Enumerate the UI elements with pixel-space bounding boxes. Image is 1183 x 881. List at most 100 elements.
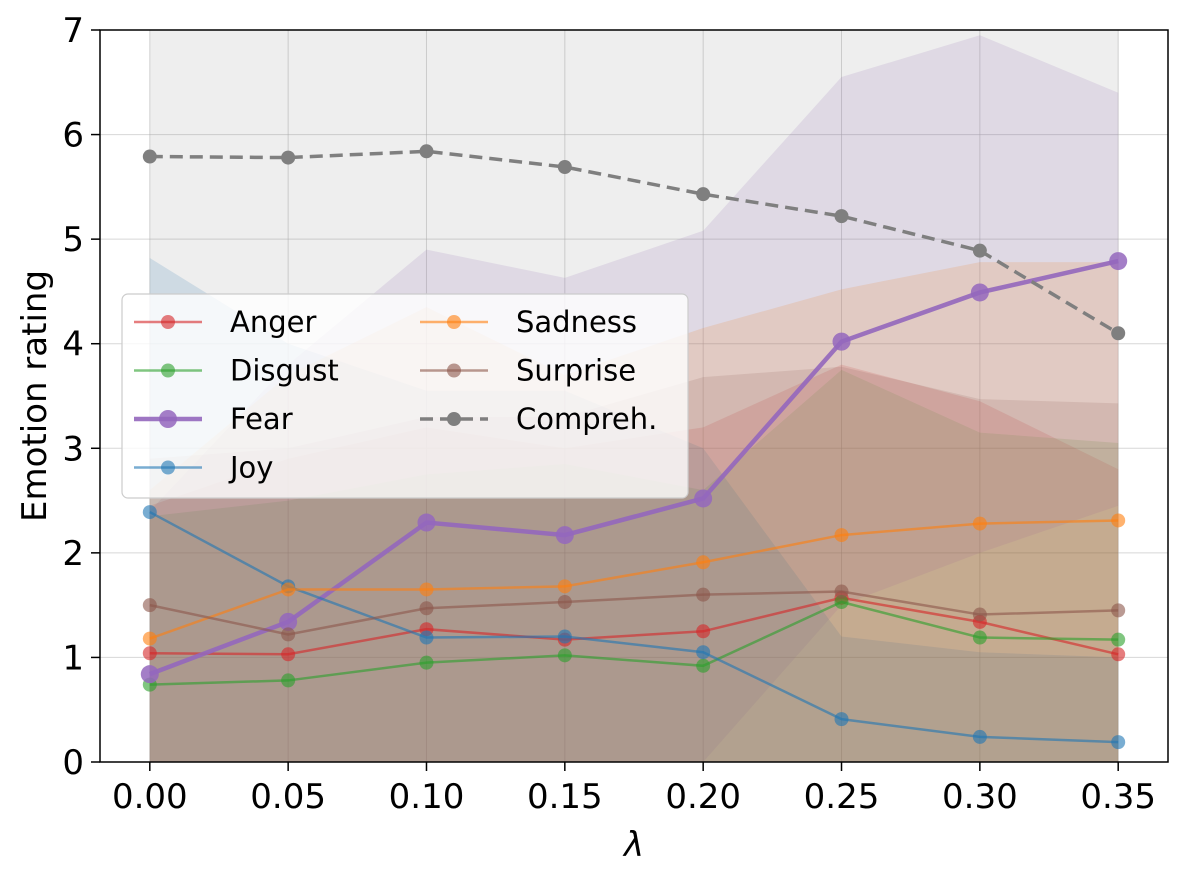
x-tick-label: 0.10 — [389, 777, 465, 817]
point-surprise — [1111, 603, 1126, 618]
point-surprise — [972, 607, 987, 622]
point-joy — [696, 645, 711, 660]
point-joy — [557, 629, 572, 644]
legend: Anger Disgust Fear Joy Sadness Surprise Compre… — [121, 293, 689, 499]
point-anger — [1111, 647, 1126, 662]
point-surprise — [557, 595, 572, 610]
point-fear — [694, 489, 713, 508]
point-compreh — [281, 150, 296, 165]
point-compreh — [419, 144, 434, 159]
point-fear — [555, 526, 574, 545]
legend-entry-sadness: Sadness — [420, 305, 637, 339]
point-compreh — [972, 243, 987, 258]
legend-marker — [447, 363, 461, 378]
point-surprise — [419, 601, 434, 616]
series-lines — [140, 144, 1128, 750]
x-tick-label: 0.20 — [665, 777, 741, 817]
point-sadness — [281, 582, 296, 597]
legend-marker — [161, 460, 175, 475]
legend-marker — [161, 363, 175, 378]
point-surprise — [834, 584, 849, 599]
line-joy — [149, 510, 1119, 744]
legend-label: Surprise — [516, 354, 636, 388]
legend-entry-disgust: Disgust — [134, 354, 339, 388]
point-joy — [1111, 735, 1126, 750]
point-fear — [417, 513, 436, 532]
point-disgust — [696, 658, 711, 673]
point-fear — [970, 283, 989, 302]
point-fear — [832, 332, 851, 351]
point-disgust — [1111, 632, 1126, 647]
legend-entry-compreh: Compreh. — [420, 402, 657, 436]
y-tick-label: 7 — [62, 11, 84, 51]
point-anger — [696, 624, 711, 639]
legend-label: Disgust — [230, 354, 339, 388]
legend-entry-fear: Fear — [134, 402, 293, 436]
point-sadness — [972, 516, 987, 531]
x-tick-label: 0.35 — [1080, 777, 1156, 817]
legend-label: Compreh. — [516, 402, 657, 436]
y-tick-label: 2 — [62, 534, 84, 574]
point-disgust — [557, 648, 572, 663]
point-compreh — [834, 209, 849, 224]
legend-marker — [447, 412, 461, 426]
x-tick-label: 0.00 — [112, 777, 188, 817]
band-disgust — [149, 369, 1119, 762]
y-tick-label: 3 — [62, 429, 84, 469]
y-tick-label: 6 — [62, 116, 84, 156]
legend-label: Fear — [230, 402, 293, 436]
point-joy — [419, 630, 434, 645]
point-surprise — [142, 598, 157, 613]
point-joy — [972, 729, 987, 744]
point-sadness — [696, 555, 711, 570]
line-disgust — [149, 600, 1119, 686]
legend-entry-anger: Anger — [134, 305, 316, 339]
point-surprise — [281, 627, 296, 642]
point-compreh — [1111, 326, 1126, 341]
point-sadness — [557, 579, 572, 594]
line-compreh — [149, 149, 1120, 335]
y-tick-label: 5 — [62, 220, 84, 260]
point-compreh — [557, 159, 572, 174]
y-tick-label: 4 — [62, 325, 84, 365]
legend-label: Joy — [228, 451, 273, 485]
point-anger — [281, 647, 296, 662]
point-sadness — [834, 528, 849, 543]
legend-label: Sadness — [516, 305, 637, 339]
y-tick-label: 1 — [62, 638, 84, 678]
point-anger — [142, 646, 157, 661]
x-tick-label: 0.05 — [250, 777, 326, 817]
axis-ticks: 0.00 0.05 0.10 0.15 0.20 0.25 0.30 0.35 0 1 2 3 4 5 6 7 — [62, 11, 1156, 817]
legend-label: Anger — [230, 305, 316, 339]
line-fear — [149, 258, 1119, 677]
point-sadness — [1111, 513, 1126, 528]
point-disgust — [972, 630, 987, 645]
x-tick-label: 0.25 — [804, 777, 880, 817]
legend-entry-surprise: Surprise — [420, 354, 636, 388]
point-disgust — [834, 595, 849, 610]
legend-marker — [159, 410, 177, 428]
legend-marker — [447, 315, 461, 329]
point-disgust — [419, 655, 434, 670]
x-tick-label: 0.15 — [527, 777, 603, 817]
point-compreh — [696, 187, 711, 202]
legend-box — [121, 293, 689, 499]
point-fear — [1109, 252, 1128, 271]
point-surprise — [696, 587, 711, 602]
x-axis-label: λ — [622, 825, 644, 865]
line-surprise — [149, 590, 1119, 636]
y-tick-label: 0 — [62, 743, 84, 783]
point-compreh — [142, 149, 157, 164]
y-axis-label: Emotion rating — [15, 270, 55, 522]
line-sadness — [149, 519, 1119, 640]
point-fear — [279, 612, 298, 631]
point-disgust — [281, 673, 296, 688]
point-sadness — [142, 631, 157, 646]
point-joy — [142, 505, 157, 520]
point-fear — [140, 665, 159, 684]
legend-marker — [161, 315, 175, 329]
plot-frame — [99, 29, 1169, 763]
line-anger — [149, 596, 1119, 656]
point-sadness — [419, 582, 434, 597]
